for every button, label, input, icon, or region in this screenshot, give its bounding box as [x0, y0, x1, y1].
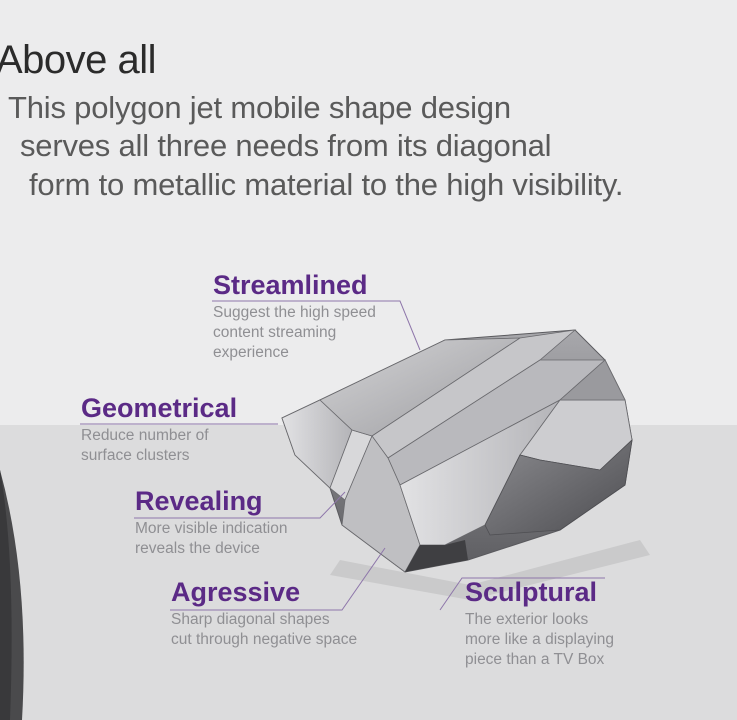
feature-title: Agressive — [171, 577, 301, 607]
feature-desc: The exterior looks more like a displaying… — [465, 611, 615, 668]
feature-agressive: Agressive Sharp diagonal shapes cut throu… — [171, 577, 357, 650]
intro-line-2: serves all three needs from its diagonal — [20, 128, 552, 163]
feature-title: Sculptural — [465, 577, 598, 607]
feature-desc: Suggest the high speed content streaming e… — [213, 304, 376, 361]
feature-desc: Sharp diagonal shapes cut through negativ… — [171, 611, 358, 648]
intro-line-1: This polygon jet mobile shape design — [8, 90, 511, 125]
feature-title: Revealing — [135, 486, 263, 516]
page-heading: Above all — [0, 38, 157, 82]
feature-sculptural: Sculptural The exterior looks more like a… — [465, 577, 614, 670]
feature-revealing: Revealing More visible indication reveals… — [135, 486, 288, 559]
intro-line-3: form to metallic material to the high vi… — [29, 167, 624, 202]
feature-desc: Reduce number of surface clusters — [81, 427, 209, 464]
background-upper — [0, 0, 737, 425]
feature-geometrical: Geometrical Reduce number of surface clus… — [81, 393, 237, 466]
feature-desc: More visible indication reveals the devic… — [135, 520, 288, 557]
feature-title: Geometrical — [81, 393, 238, 423]
feature-title: Streamlined — [213, 270, 368, 300]
feature-streamlined: Streamlined Suggest the high speed conten… — [213, 270, 376, 363]
